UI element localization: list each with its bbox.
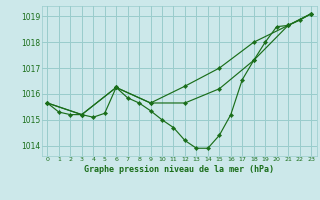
X-axis label: Graphe pression niveau de la mer (hPa): Graphe pression niveau de la mer (hPa) xyxy=(84,165,274,174)
